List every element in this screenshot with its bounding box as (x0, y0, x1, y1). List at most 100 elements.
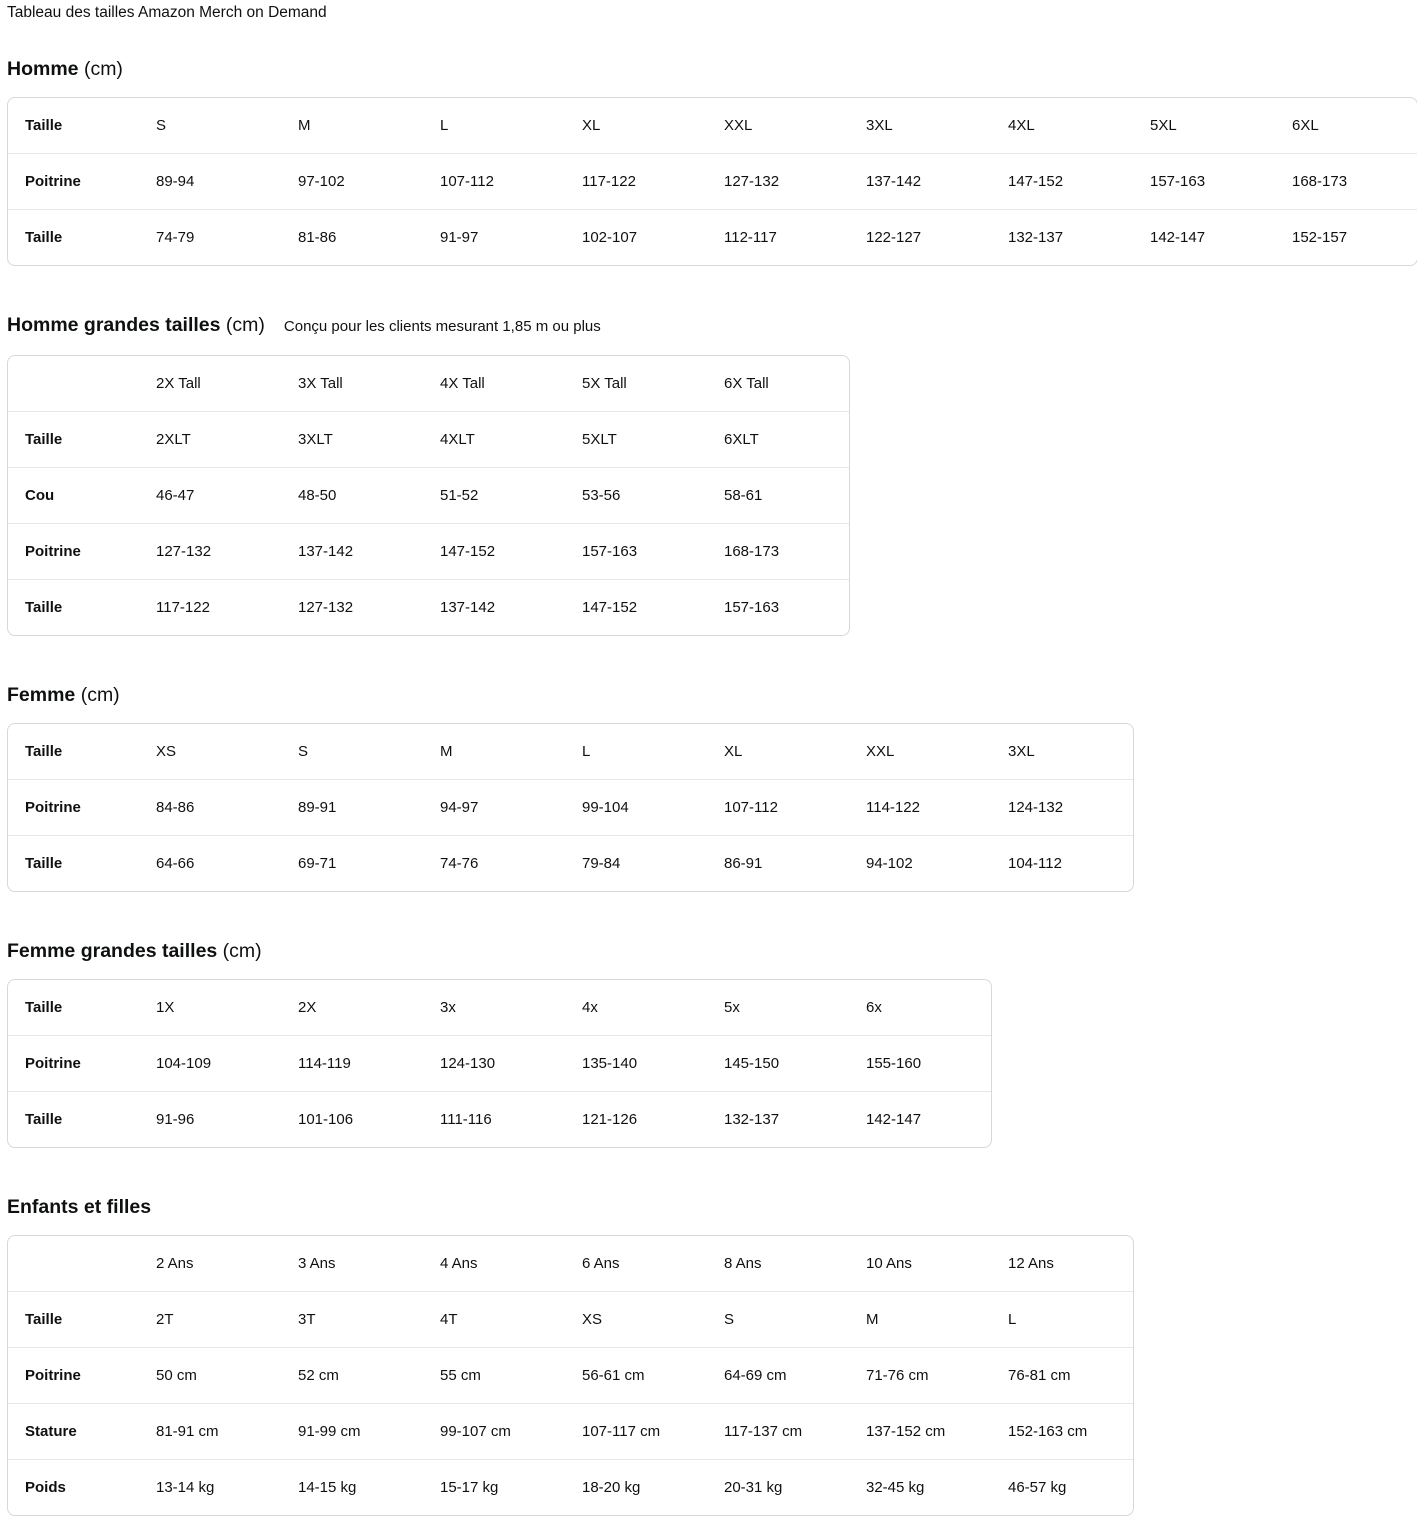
table-cell: 91-96 (139, 1091, 281, 1147)
section-heading-text: Femme (7, 684, 76, 706)
row-label: Poitrine (8, 779, 139, 835)
column-header: L (582, 743, 591, 760)
table-cell: 142-147 (1133, 209, 1275, 265)
table-cell: 107-112 (423, 153, 565, 209)
table-row: Poitrine 84-86 89-91 94-97 99-104 107-112 114-… (8, 779, 1133, 835)
table-cell: 2T (139, 1291, 281, 1347)
column-header: 3XL (866, 117, 893, 134)
table-cell: 50 cm (139, 1347, 281, 1403)
table-header-row: Taille S M L XL XXL 3XL 4XL 5XL 6XL (8, 98, 1417, 153)
page-title: Tableau des tailles Amazon Merch on Dema… (7, 4, 327, 21)
table-cell: 157-163 (707, 579, 849, 635)
table-cell: 69-71 (281, 835, 423, 891)
table-cell: 55 cm (423, 1347, 565, 1403)
table-cell: 127-132 (707, 153, 849, 209)
table-cell: 6XLT (707, 411, 849, 467)
table-cell: 81-91 cm (139, 1403, 281, 1459)
sections-container: Homme (cm) Taille S M L XL XXL 3XL 4XL 5XL 6XL Poit… (7, 56, 1417, 1516)
table-cell: L (991, 1291, 1133, 1347)
table-cell: 20-31 kg (707, 1459, 849, 1515)
column-header: 4 Ans (440, 1255, 478, 1272)
row-label: Poitrine (8, 1035, 139, 1091)
table-cell: 101-106 (281, 1091, 423, 1147)
table-cell: 137-152 cm (849, 1403, 991, 1459)
row-label: Stature (8, 1403, 139, 1459)
column-header: 3X Tall (298, 375, 343, 392)
table-cell: 2XLT (139, 411, 281, 467)
column-header: M (298, 117, 311, 134)
table-cell: 117-122 (565, 153, 707, 209)
table-cell: 89-94 (139, 153, 281, 209)
column-header: XL (724, 743, 743, 760)
table-corner-label: Taille (25, 743, 63, 760)
table-row: Poitrine 127-132 137-142 147-152 157-163 168-… (8, 523, 849, 579)
section-heading: Femme grandes tailles (cm) (7, 938, 1410, 964)
table-cell: 91-97 (423, 209, 565, 265)
column-header: 5X Tall (582, 375, 627, 392)
table-cell: 56-61 cm (565, 1347, 707, 1403)
size-table-femme: Taille XS S M L XL XXL 3XL Poitrine 84-86 89-91 94-… (7, 723, 1134, 892)
table-cell: 127-132 (281, 579, 423, 635)
column-header: XL (582, 117, 601, 134)
table-header-row: Taille XS S M L XL XXL 3XL (8, 724, 1133, 779)
table-cell: 3T (281, 1291, 423, 1347)
table-cell: 127-132 (139, 523, 281, 579)
column-header: 2 Ans (156, 1255, 194, 1272)
column-header: 10 Ans (866, 1255, 912, 1272)
section-homme-grandes-tailles: Homme grandes tailles (cm) Conçu pour les… (7, 312, 1410, 636)
table-cell: 104-109 (139, 1035, 281, 1091)
table-row: Cou 46-47 48-50 51-52 53-56 58-61 (8, 467, 849, 523)
column-header: 3x (440, 999, 456, 1016)
table-cell: 81-86 (281, 209, 423, 265)
table-cell: 48-50 (281, 467, 423, 523)
size-table-homme: Taille S M L XL XXL 3XL 4XL 5XL 6XL Poitrine 89-94 9… (7, 97, 1417, 266)
table-cell: 18-20 kg (565, 1459, 707, 1515)
table-row: Taille 117-122 127-132 137-142 147-152 157-16… (8, 579, 849, 635)
size-table-enfants-et-filles: 2 Ans 3 Ans 4 Ans 6 Ans 8 Ans 10 Ans 12 Ans Tai… (7, 1235, 1134, 1516)
section-heading: Enfants et filles (7, 1194, 1410, 1220)
column-header: 12 Ans (1008, 1255, 1054, 1272)
column-header: 4x (582, 999, 598, 1016)
column-header: 5XL (1150, 117, 1177, 134)
table-cell: 15-17 kg (423, 1459, 565, 1515)
column-header: M (440, 743, 453, 760)
table-corner-label: Taille (25, 117, 63, 134)
table-cell: 4T (423, 1291, 565, 1347)
table-corner-label (8, 356, 139, 411)
table-cell: 112-117 (707, 209, 849, 265)
section-enfants-et-filles: Enfants et filles 2 Ans 3 Ans 4 Ans 6 Ans 8 A… (7, 1194, 1410, 1516)
table-cell: 99-104 (565, 779, 707, 835)
section-femme: Femme (cm) Taille XS S M L XL XXL 3XL Poitrine 84-… (7, 682, 1410, 892)
size-table-femme-grandes-tailles: Taille 1X 2X 3x 4x 5x 6x Poitrine 104-109 114-119… (7, 979, 992, 1148)
column-header: 4X Tall (440, 375, 485, 392)
table-cell: 71-76 cm (849, 1347, 991, 1403)
table-cell: 51-52 (423, 467, 565, 523)
table-cell: 79-84 (565, 835, 707, 891)
table-cell: XS (565, 1291, 707, 1347)
table-row: Poids 13-14 kg 14-15 kg 15-17 kg 18-20 kg 20-… (8, 1459, 1133, 1515)
table-cell: 147-152 (423, 523, 565, 579)
section-heading-text: Homme grandes tailles (7, 314, 221, 336)
table-header-row: 2X Tall 3X Tall 4X Tall 5X Tall 6X Tall (8, 356, 849, 411)
table-cell: 13-14 kg (139, 1459, 281, 1515)
row-label: Taille (8, 579, 139, 635)
column-header: XXL (866, 743, 895, 760)
table-cell: 137-142 (849, 153, 991, 209)
row-label: Taille (8, 411, 139, 467)
column-header: L (440, 117, 449, 134)
table-cell: 84-86 (139, 779, 281, 835)
table-cell: 107-112 (707, 779, 849, 835)
table-row: Poitrine 89-94 97-102 107-112 117-122 127-132… (8, 153, 1417, 209)
table-cell: 46-47 (139, 467, 281, 523)
table-cell: 147-152 (991, 153, 1133, 209)
section-heading: Femme (cm) (7, 682, 1410, 708)
table-row: Taille 91-96 101-106 111-116 121-126 132-137 1… (8, 1091, 991, 1147)
table-cell: M (849, 1291, 991, 1347)
table-cell: 3XLT (281, 411, 423, 467)
row-label: Poitrine (8, 1347, 139, 1403)
table-cell: 132-137 (991, 209, 1133, 265)
table-header-row: 2 Ans 3 Ans 4 Ans 6 Ans 8 Ans 10 Ans 12 Ans (8, 1236, 1133, 1291)
column-header: 2X (298, 999, 317, 1016)
table-cell: 102-107 (565, 209, 707, 265)
column-header: 6 Ans (582, 1255, 620, 1272)
